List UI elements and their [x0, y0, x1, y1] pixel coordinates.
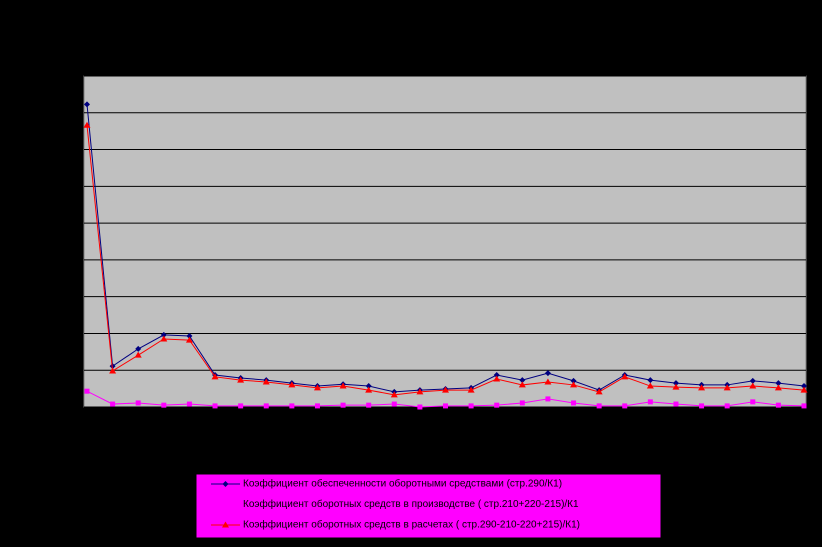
- marker: [313, 384, 321, 391]
- marker: [222, 521, 229, 528]
- marker: [468, 403, 474, 409]
- marker: [774, 384, 782, 391]
- y-tick-label: 1: [72, 365, 78, 376]
- marker: [161, 402, 167, 408]
- marker: [518, 381, 526, 388]
- marker: [570, 381, 578, 388]
- y-tick-label: 7: [72, 144, 78, 155]
- marker: [519, 377, 526, 384]
- marker: [110, 401, 116, 407]
- marker: [801, 403, 807, 409]
- marker: [647, 377, 654, 384]
- marker: [84, 101, 90, 108]
- marker: [775, 402, 781, 408]
- marker: [801, 383, 807, 390]
- marker: [390, 391, 398, 398]
- marker: [621, 373, 629, 380]
- marker: [544, 370, 551, 377]
- marker: [467, 386, 475, 393]
- marker: [212, 403, 218, 409]
- plot-area: [83, 75, 807, 408]
- marker: [545, 396, 551, 402]
- marker: [570, 377, 577, 384]
- legend-label: Коэффициент обеспеченности оборотными ср…: [243, 478, 562, 490]
- marker: [571, 400, 577, 406]
- marker: [622, 403, 628, 409]
- marker: [673, 401, 679, 407]
- marker: [800, 386, 808, 393]
- marker: [135, 400, 141, 406]
- marker: [723, 384, 731, 391]
- marker: [211, 373, 219, 380]
- marker: [672, 380, 679, 387]
- marker: [595, 388, 603, 395]
- marker: [365, 383, 372, 390]
- marker: [366, 402, 372, 408]
- marker: [186, 401, 192, 407]
- marker: [289, 403, 295, 409]
- y-tick-label: 0: [72, 402, 78, 413]
- marker: [238, 403, 244, 409]
- marker: [443, 403, 448, 409]
- y-tick-label: 9: [72, 71, 78, 82]
- marker: [672, 383, 680, 390]
- marker: [749, 377, 756, 384]
- marker: [340, 402, 346, 408]
- marker: [417, 404, 423, 410]
- legend: [195, 473, 662, 539]
- legend-label: Коэффициент оборотных средств в производ…: [243, 498, 579, 510]
- marker: [750, 399, 756, 405]
- marker: [775, 380, 782, 387]
- marker: [442, 386, 449, 393]
- marker: [186, 333, 193, 340]
- marker: [493, 375, 501, 382]
- marker: [222, 481, 229, 487]
- y-tick-label: 5: [72, 218, 78, 229]
- marker: [262, 378, 270, 385]
- marker: [416, 388, 424, 395]
- marker: [109, 367, 117, 374]
- y-tick-label: 4: [72, 255, 78, 266]
- marker: [263, 403, 269, 409]
- marker: [596, 403, 602, 409]
- y-tick-label: 3: [72, 291, 78, 302]
- marker: [339, 382, 347, 389]
- marker: [493, 372, 500, 379]
- marker: [646, 382, 654, 389]
- marker: [724, 403, 730, 409]
- marker: [223, 502, 228, 507]
- marker: [83, 121, 91, 128]
- y-tick-label: 8: [72, 107, 78, 118]
- marker: [160, 331, 167, 338]
- marker: [519, 400, 525, 406]
- marker: [391, 401, 397, 407]
- marker: [544, 378, 552, 385]
- marker: [185, 336, 193, 343]
- marker: [160, 335, 168, 342]
- marker: [84, 388, 90, 394]
- marker: [494, 402, 500, 408]
- marker: [698, 384, 706, 391]
- marker: [749, 382, 757, 389]
- marker: [365, 386, 373, 393]
- y-tick-label: 2: [72, 328, 78, 339]
- marker: [135, 345, 142, 352]
- marker: [134, 351, 142, 358]
- y-tick-label: 6: [72, 181, 78, 192]
- marker: [237, 376, 245, 383]
- marker: [314, 403, 320, 409]
- marker: [647, 399, 653, 405]
- marker: [288, 381, 296, 388]
- legend-label: Коэффициент оборотных средств в расчетах…: [243, 519, 580, 531]
- marker: [699, 403, 705, 409]
